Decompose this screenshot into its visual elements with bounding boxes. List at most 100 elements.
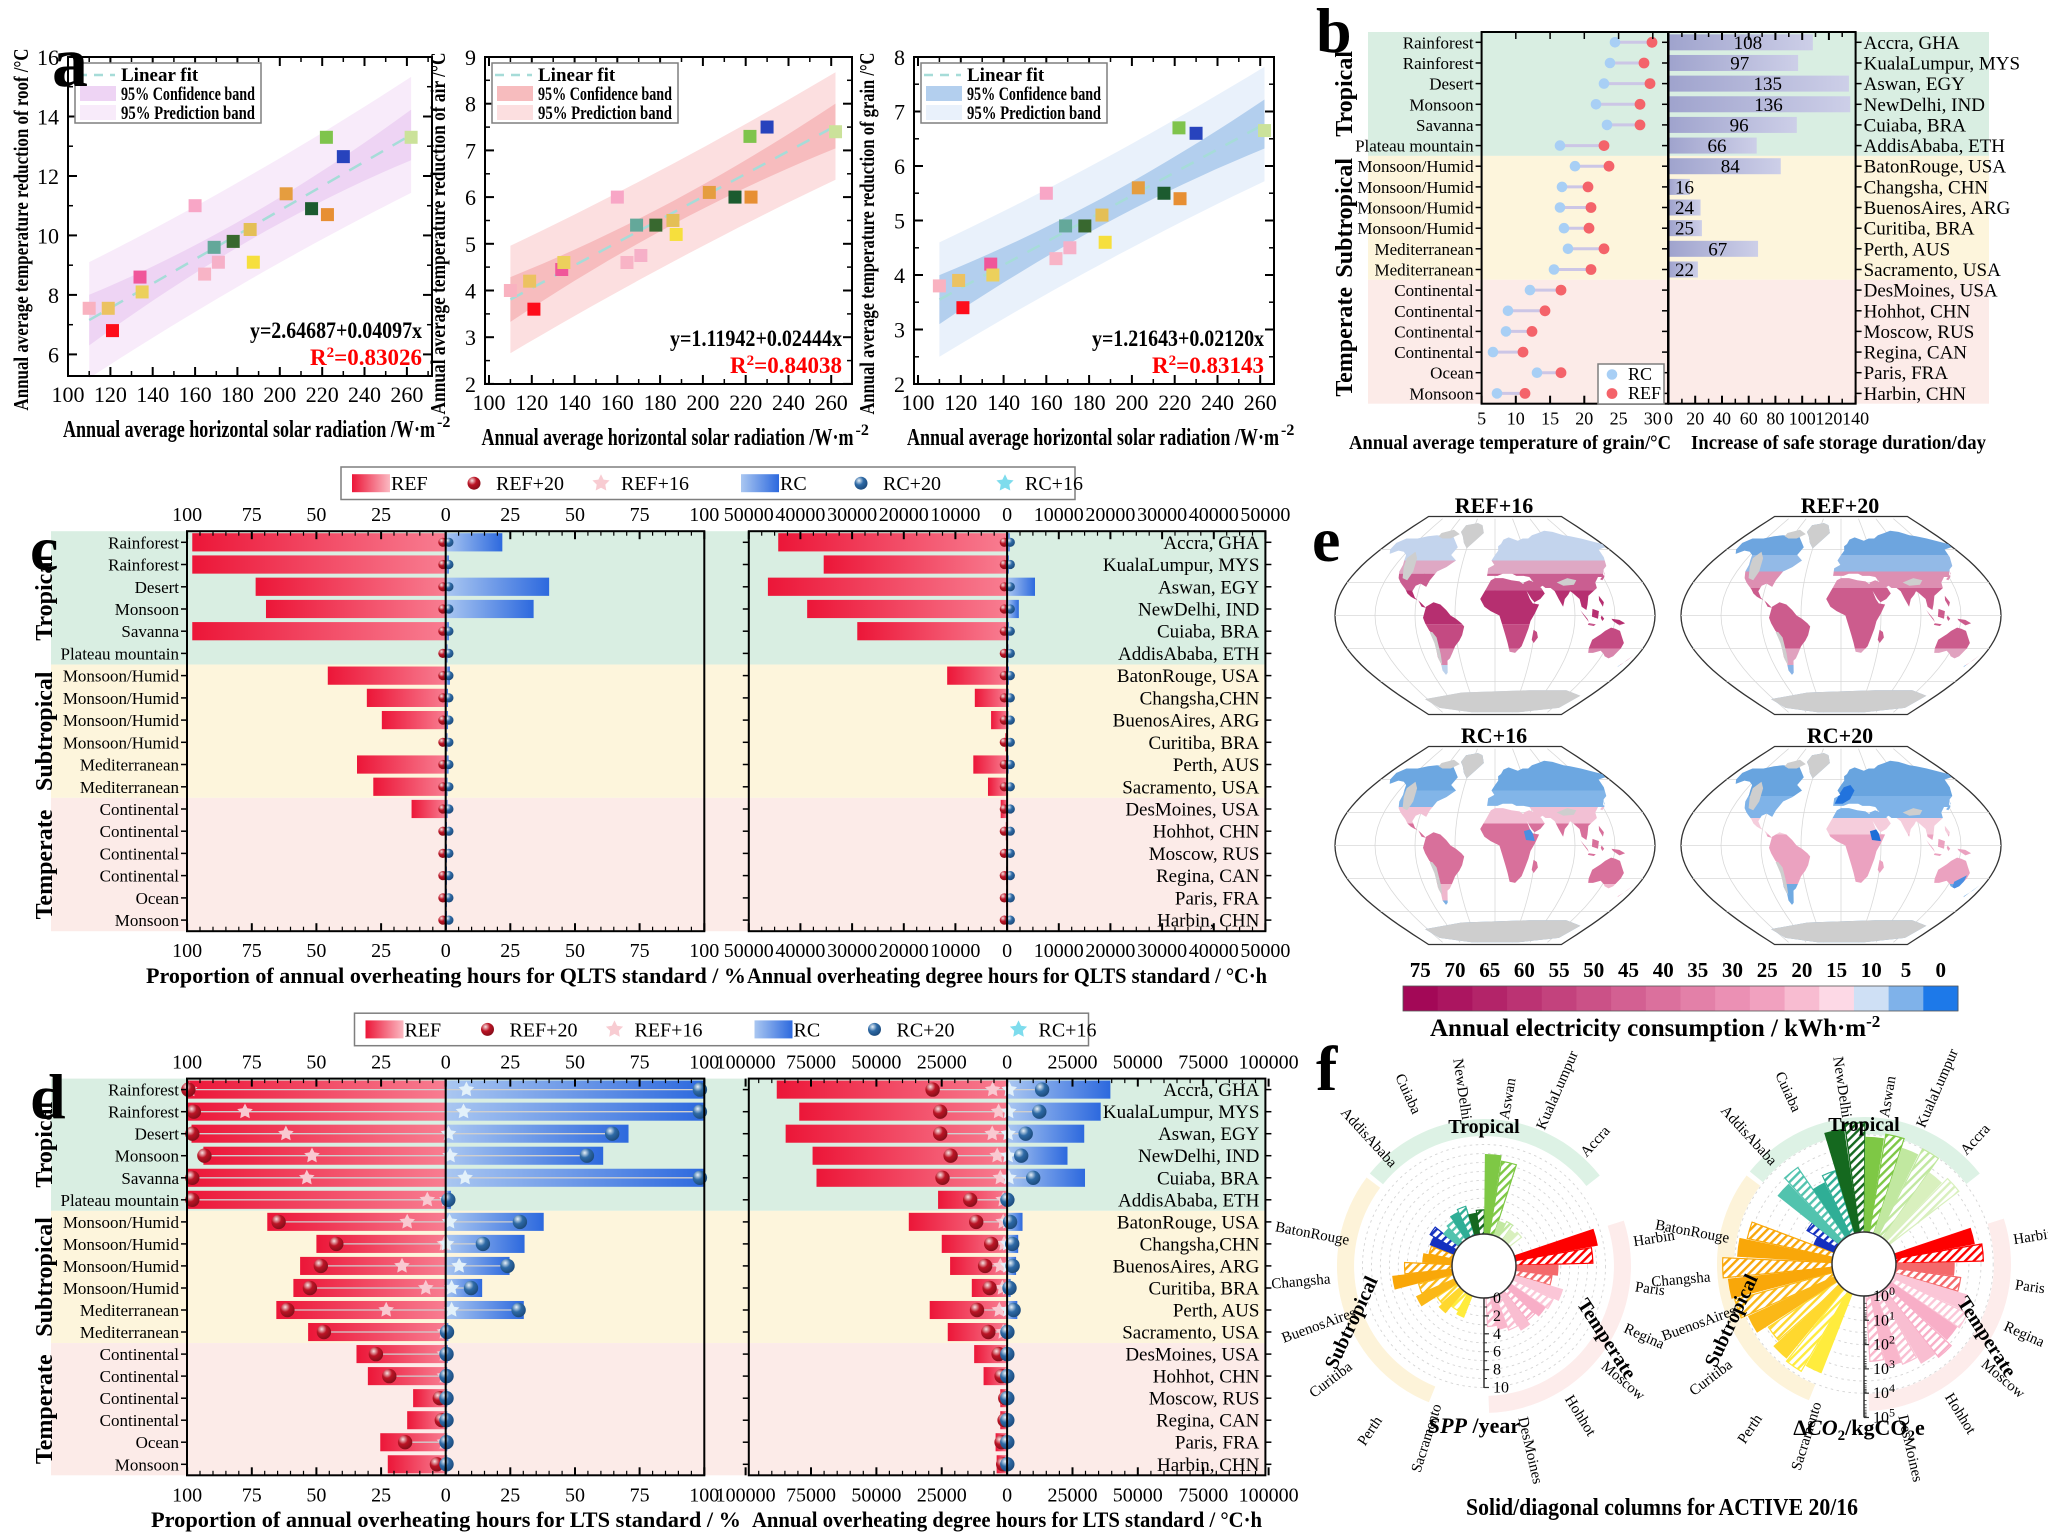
svg-text:100: 100 [689,1052,719,1074]
svg-text:9: 9 [465,45,476,70]
svg-text:Curitiba, BRA: Curitiba, BRA [1864,219,1975,240]
svg-text:KualaLumpur, MYS: KualaLumpur, MYS [1103,1102,1260,1123]
svg-text:25: 25 [371,504,391,526]
svg-text:REF+20: REF+20 [1801,493,1880,518]
svg-text:160: 160 [179,382,212,407]
svg-text:75: 75 [242,940,262,962]
svg-text:75000: 75000 [1178,1484,1228,1506]
svg-text:25000: 25000 [917,1484,967,1506]
svg-text:Monsoon/Humid: Monsoon/Humid [63,667,180,686]
svg-text:Monsoon/Humid: Monsoon/Humid [63,689,180,708]
svg-text:60: 60 [1740,409,1758,429]
svg-text:16: 16 [1675,177,1694,198]
svg-text:Solid/diagonal columns for ACT: Solid/diagonal columns for ACTIVE 20/16 [1466,1495,1858,1521]
svg-text:0: 0 [1002,1484,1012,1506]
svg-text:25: 25 [500,1052,520,1074]
svg-text:25000: 25000 [1048,1484,1098,1506]
svg-text:0: 0 [1002,940,1012,962]
svg-text:25: 25 [371,940,391,962]
svg-text:Hohhot, CHN: Hohhot, CHN [1864,301,1971,322]
svg-text:Curitiba, BRA: Curitiba, BRA [1149,1279,1260,1300]
svg-text:Perth, AUS: Perth, AUS [1173,1301,1260,1322]
svg-text:Changsha: Changsha [1651,1269,1712,1290]
svg-text:6: 6 [894,154,905,179]
svg-text:Annual average horizontal sola: Annual average horizontal solar radiatio… [907,425,1279,451]
svg-text:100000: 100000 [716,1484,776,1506]
svg-text:Moscow, RUS: Moscow, RUS [1149,1389,1260,1410]
svg-text:6: 6 [465,185,476,210]
svg-text:10000: 10000 [1034,940,1084,962]
svg-text:Continental: Continental [1394,322,1474,341]
svg-text:REF+20: REF+20 [510,1019,578,1041]
svg-text:75: 75 [630,504,650,526]
svg-text:30000: 30000 [1137,940,1187,962]
svg-text:NewDelhi, IND: NewDelhi, IND [1138,1146,1259,1167]
svg-text:10000: 10000 [930,940,980,962]
svg-text:DesMoines, USA: DesMoines, USA [1125,800,1259,821]
svg-text:75: 75 [242,1484,262,1506]
svg-text:RC: RC [794,1019,821,1041]
svg-text:Hohhot, CHN: Hohhot, CHN [1153,822,1260,843]
svg-text:40000: 40000 [775,504,825,526]
svg-text:RC: RC [1628,364,1652,384]
svg-text:Harbin, CHN: Harbin, CHN [1157,1455,1260,1476]
svg-text:Paris, FRA: Paris, FRA [1175,888,1260,909]
svg-text:a: a [52,22,88,102]
svg-text:Temperate: Temperate [32,809,58,919]
svg-text:100: 100 [902,390,935,415]
svg-text:Cuiaba, BRA: Cuiaba, BRA [1864,115,1967,136]
svg-text:240: 240 [348,382,381,407]
svg-text:Annual overheating degree hour: Annual overheating degree hours for LTS … [752,1507,1262,1532]
svg-text:Harbin: Harbin [2012,1226,2048,1248]
svg-text:50000: 50000 [724,504,774,526]
svg-text:67: 67 [1708,239,1727,260]
svg-text:0: 0 [441,1052,451,1074]
svg-text:Ocean: Ocean [136,889,180,908]
svg-text:Annual average temperature red: Annual average temperature reduction of … [426,53,450,415]
svg-text:Subtropical: Subtropical [1332,158,1358,278]
svg-text:120: 120 [94,382,127,407]
svg-text:50000: 50000 [1113,1052,1163,1074]
svg-text:DesMoines, USA: DesMoines, USA [1864,281,1998,302]
svg-text:Aswan, EGY: Aswan, EGY [1864,74,1966,95]
svg-text:Harbin, CHN: Harbin, CHN [1157,911,1260,932]
svg-text:0: 0 [1002,504,1012,526]
svg-text:Continental: Continental [1394,281,1474,300]
svg-text:AddisAbaba, ETH: AddisAbaba, ETH [1118,644,1260,665]
svg-text:50000: 50000 [1113,1484,1163,1506]
svg-text:8: 8 [894,45,905,70]
svg-text:Annual average horizontal sola: Annual average horizontal solar radiatio… [63,417,435,443]
svg-text:Monsoon: Monsoon [115,600,180,619]
svg-text:Paris, FRA: Paris, FRA [1864,363,1949,384]
svg-text:BatonRouge, USA: BatonRouge, USA [1117,1212,1260,1233]
svg-text:-2: -2 [1281,422,1294,439]
svg-text:Linear fit: Linear fit [538,65,616,86]
svg-text:Annual average temperature of: Annual average temperature of grain/°C [1349,432,1671,454]
svg-text:20: 20 [1791,958,1812,982]
svg-text:40000: 40000 [1189,504,1239,526]
svg-text:220: 220 [306,382,339,407]
svg-text:35: 35 [1687,958,1708,982]
svg-text:Sacramento, USA: Sacramento, USA [1122,777,1259,798]
svg-text:Mediterranean: Mediterranean [1374,261,1474,280]
svg-text:b: b [1316,0,1352,66]
svg-text:y=2.64687+0.04097x: y=2.64687+0.04097x [250,318,422,343]
svg-text:BuenosAires, ARG: BuenosAires, ARG [1864,198,2011,219]
svg-text:95% Prediction band: 95% Prediction band [121,103,255,124]
svg-text:50000: 50000 [851,1052,901,1074]
svg-text:10: 10 [1507,409,1525,429]
svg-text:Tropical: Tropical [32,555,58,641]
svg-text:Desert: Desert [1429,75,1474,94]
svg-text:30000: 30000 [827,940,877,962]
svg-text:RC+20: RC+20 [883,473,941,495]
svg-text:70: 70 [1445,958,1466,982]
svg-text:50: 50 [306,1484,326,1506]
svg-text:NewDelhi, IND: NewDelhi, IND [1138,600,1259,621]
svg-text:Curitiba, BRA: Curitiba, BRA [1149,733,1260,754]
svg-text:REF+16: REF+16 [621,473,689,495]
svg-text:75: 75 [242,504,262,526]
svg-text:6: 6 [1493,1344,1501,1361]
svg-text:AddisAbaba, ETH: AddisAbaba, ETH [1864,136,2006,157]
svg-text:y=1.21643+0.02120x: y=1.21643+0.02120x [1092,326,1264,351]
svg-text:Continental: Continental [100,822,180,841]
